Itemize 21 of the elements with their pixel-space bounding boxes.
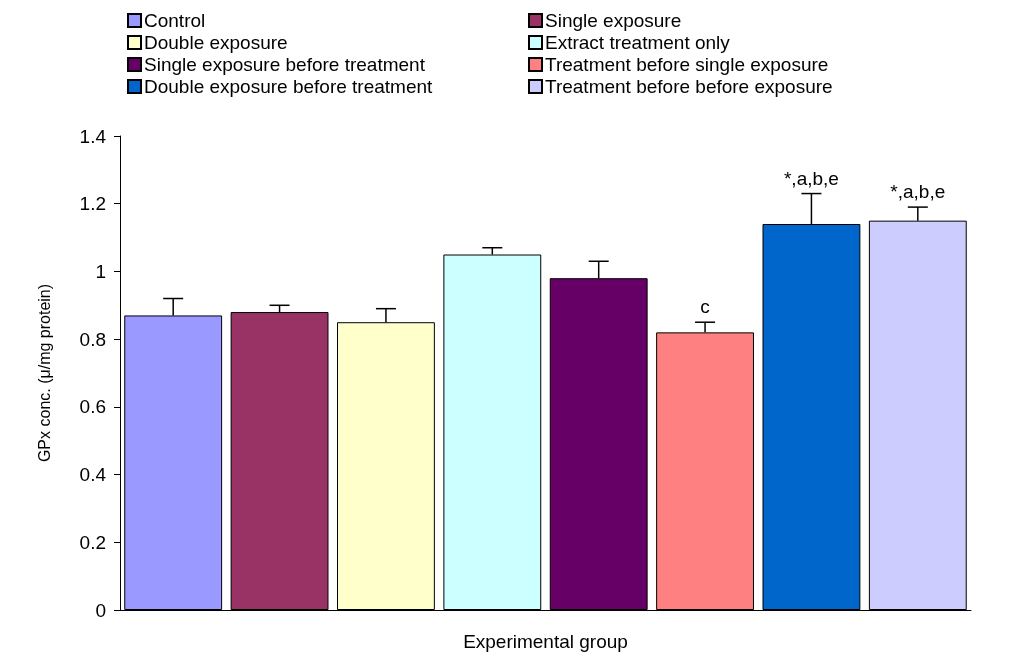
y-tick-label: 1.2: [79, 193, 106, 215]
legend-label: Double exposure: [144, 32, 288, 53]
y-tick-label: 0.6: [79, 396, 106, 418]
data-label: *,a,b,e: [783, 167, 839, 189]
y-tick-label: 0: [95, 599, 106, 621]
data-label: c: [700, 296, 710, 318]
data-label: *,a,b,e: [890, 181, 946, 203]
legend-label: Extract treatment only: [545, 32, 731, 53]
y-tick-label: 0.8: [79, 328, 106, 350]
legend-label: Control: [144, 10, 206, 31]
legend-label: Treatment before single exposure: [545, 54, 829, 75]
x-axis-title: Experimental group: [463, 631, 628, 652]
y-tick-label: 1: [95, 260, 106, 282]
y-tick-label: 1.4: [79, 125, 107, 147]
legend-label: Treatment before before exposure: [545, 76, 833, 97]
legend-label: Double exposure before treatment: [144, 76, 434, 97]
legend-label: Single exposure before treatment: [144, 54, 426, 75]
y-tick-label: 0.2: [79, 531, 106, 553]
legend-label: Single exposure: [545, 10, 682, 31]
y-tick-label: 0.4: [79, 464, 107, 486]
y-axis-title: GPx conc. (μ/mg protein): [35, 283, 53, 463]
